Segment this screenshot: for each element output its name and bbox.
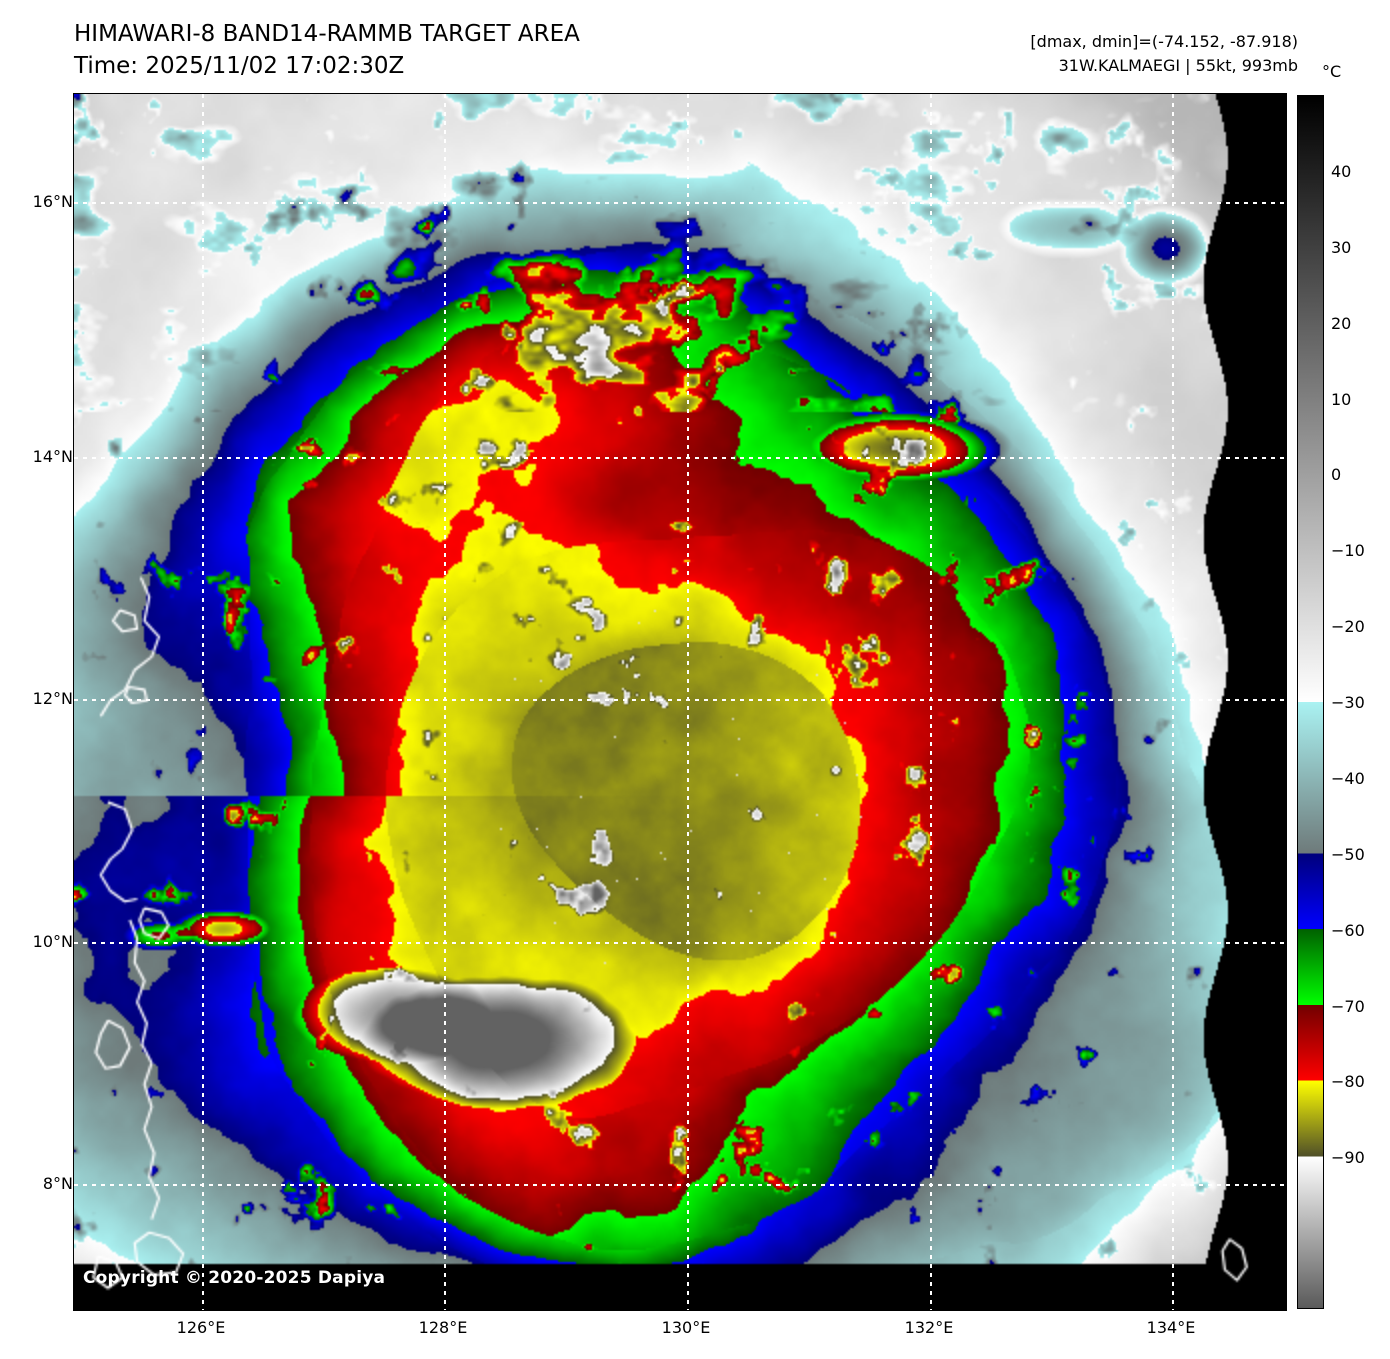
y-axis-tick-12: 12°N — [32, 689, 73, 708]
colorbar-tick--50: −50 — [1331, 844, 1365, 864]
dmax-dmin-label: [dmax, dmin]=(-74.152, -87.918) — [1030, 32, 1298, 51]
y-axis-tick-14: 14°N — [32, 447, 73, 466]
satellite-imagery-canvas — [74, 94, 1286, 1310]
metadata-block: [dmax, dmin]=(-74.152, -87.918) 31W.KALM… — [1030, 30, 1298, 78]
colorbar-gradient — [1298, 96, 1323, 1308]
colorbar — [1297, 95, 1324, 1309]
colorbar-tick--30: −30 — [1331, 693, 1365, 712]
colorbar-tick--60: −60 — [1331, 920, 1365, 940]
colorbar-tick-0: 0 — [1331, 465, 1342, 485]
colorbar-tick--90: −90 — [1331, 1148, 1365, 1168]
x-axis-tick-130: 130°E — [661, 1318, 711, 1337]
title-block: HIMAWARI-8 BAND14-RAMMB TARGET AREA Time… — [74, 18, 580, 82]
satellite-image-plot[interactable]: Copyright © 2020-2025 Dapiya — [73, 93, 1287, 1311]
y-axis-tick-16: 16°N — [32, 192, 73, 211]
colorbar-tick-10: 10 — [1331, 389, 1352, 409]
colorbar-tick--80: −80 — [1331, 1072, 1365, 1092]
copyright-label: Copyright © 2020-2025 Dapiya — [83, 1268, 386, 1288]
colorbar-unit-label: °C — [1322, 62, 1342, 81]
colorbar-tick-40: 40 — [1331, 161, 1352, 181]
page-title: HIMAWARI-8 BAND14-RAMMB TARGET AREA — [74, 21, 580, 47]
x-axis-tick-128: 128°E — [418, 1318, 468, 1337]
colorbar-tick--20: −20 — [1331, 617, 1365, 637]
header-bar: HIMAWARI-8 BAND14-RAMMB TARGET AREA Time… — [0, 0, 1390, 93]
x-axis-tick-132: 132°E — [904, 1318, 954, 1337]
colorbar-tick--10: −10 — [1331, 541, 1365, 561]
colorbar-tick-30: 30 — [1331, 237, 1352, 257]
timestamp-label: Time: 2025/11/02 17:02:30Z — [74, 53, 405, 79]
y-axis-tick-8: 8°N — [42, 1174, 73, 1193]
y-axis-tick-10: 10°N — [32, 932, 73, 951]
colorbar-tick--70: −70 — [1331, 996, 1365, 1016]
colorbar-tick-20: 20 — [1331, 313, 1352, 333]
colorbar-tick--40: −40 — [1331, 768, 1365, 788]
x-axis-tick-126: 126°E — [176, 1318, 226, 1337]
storm-info-label: 31W.KALMAEGI | 55kt, 993mb — [1058, 56, 1298, 75]
x-axis-tick-134: 134°E — [1146, 1318, 1196, 1337]
